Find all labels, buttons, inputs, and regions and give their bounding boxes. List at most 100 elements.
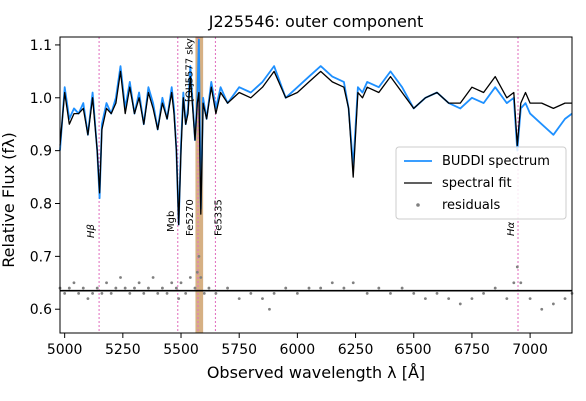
residual-point [77, 291, 81, 295]
residual-point [214, 291, 218, 295]
line-label-layer: Hβ Mgb Fe5270 Fe5335 Hα [OI]5577 sky [86, 38, 517, 238]
residual-point [482, 291, 485, 295]
residual-point [505, 297, 509, 301]
residual-point [105, 281, 108, 285]
residual-point [109, 291, 113, 295]
residual-point [156, 291, 160, 295]
residual-point [377, 286, 381, 290]
residual-point [272, 291, 276, 295]
series-2-points [58, 254, 574, 311]
residual-point [199, 276, 203, 279]
y-tick-label: 0.7 [30, 249, 52, 265]
residual-point [330, 281, 334, 285]
residual-point [458, 302, 462, 306]
residual-point [365, 291, 369, 295]
y-axis: 0.6 0.7 0.8 0.9 1.0 1.1 [30, 38, 60, 318]
residual-point [188, 276, 192, 279]
residual-point [147, 286, 150, 290]
y-tick-label: 0.9 [30, 144, 52, 160]
line-label: Fe5335 [213, 199, 224, 236]
legend-label: BUDDI spectrum [442, 154, 550, 169]
residual-point [202, 291, 206, 295]
x-tick-label: 7000 [512, 342, 548, 358]
residual-point [133, 286, 136, 290]
y-tick-label: 0.8 [30, 197, 52, 213]
residual-point [184, 291, 188, 295]
series-layer [58, 38, 574, 311]
residual-point [447, 297, 451, 301]
residual-point [67, 286, 71, 290]
residual-point [519, 281, 523, 285]
residual-point [412, 291, 416, 295]
legend-box [395, 146, 567, 220]
residual-point [119, 276, 122, 279]
legend-label: residuals [442, 198, 501, 213]
legend-marker [416, 203, 420, 207]
residual-point [195, 270, 199, 274]
residual-point [528, 297, 532, 301]
residual-point [284, 286, 288, 290]
line-label: Mgb [166, 211, 177, 232]
x-tick-label: 5250 [105, 342, 141, 358]
residual-point [128, 291, 132, 295]
plot-frame [59, 36, 573, 334]
residual-point [151, 276, 155, 279]
y-axis-label: Relative Flux (fλ) [0, 132, 18, 268]
x-axis: 5000 5250 5500 5750 6000 6250 6500 6750 7000 [47, 333, 548, 358]
line-label: Hβ [86, 223, 97, 238]
residual-point [207, 286, 211, 290]
residual-point [81, 286, 85, 290]
residual-point [174, 286, 178, 290]
residual-point [351, 281, 355, 285]
residual-point [563, 297, 567, 301]
y-tick-label: 1.1 [30, 38, 52, 54]
y-tick-label: 1.0 [30, 91, 52, 107]
residual-point [435, 291, 439, 295]
x-tick-label: 6000 [280, 342, 316, 358]
residual-point [493, 286, 497, 290]
x-tick-label: 6750 [454, 342, 490, 358]
plot-area: Hβ Mgb Fe5270 Fe5335 Hα [OI]5577 sky [58, 37, 574, 333]
residual-point [137, 281, 141, 285]
residual-point [551, 302, 555, 306]
residual-point [237, 297, 241, 301]
residual-point [268, 307, 271, 311]
y-tick-label: 0.6 [30, 302, 52, 318]
residual-point [123, 286, 127, 290]
x-tick-label: 5500 [163, 342, 199, 358]
residual-point [342, 286, 346, 290]
legend: BUDDI spectrum spectral fit residuals [395, 146, 567, 220]
residual-point [86, 297, 90, 301]
residual-point [170, 281, 174, 285]
residual-point [400, 286, 404, 290]
residual-point [161, 286, 164, 290]
sky-band-layer [195, 37, 204, 333]
residual-point [307, 286, 311, 290]
residual-point [193, 286, 197, 290]
residual-point [470, 297, 474, 301]
sky-band [195, 37, 204, 333]
residual-point [91, 291, 94, 295]
line-label: Fe5270 [185, 199, 196, 236]
x-tick-label: 5000 [47, 342, 83, 358]
residual-point [114, 286, 118, 290]
x-tick-label: 5750 [221, 342, 257, 358]
residual-point [512, 281, 516, 285]
x-tick-label: 6250 [338, 342, 374, 358]
x-tick-label: 6500 [396, 342, 432, 358]
residual-point [95, 286, 99, 290]
residual-point [295, 291, 299, 295]
sky-band-label: [OI]5577 sky [184, 38, 195, 102]
residual-point [100, 291, 104, 295]
residual-point [261, 297, 264, 301]
residual-point [72, 281, 76, 285]
residual-point [423, 297, 427, 301]
residual-point [515, 265, 519, 269]
residual-point [226, 286, 229, 290]
line-label: Hα [506, 221, 517, 236]
chart-title: J225546: outer component [208, 12, 424, 31]
residual-point [389, 291, 392, 295]
legend-label: spectral fit [442, 176, 512, 191]
residual-point [63, 291, 67, 295]
